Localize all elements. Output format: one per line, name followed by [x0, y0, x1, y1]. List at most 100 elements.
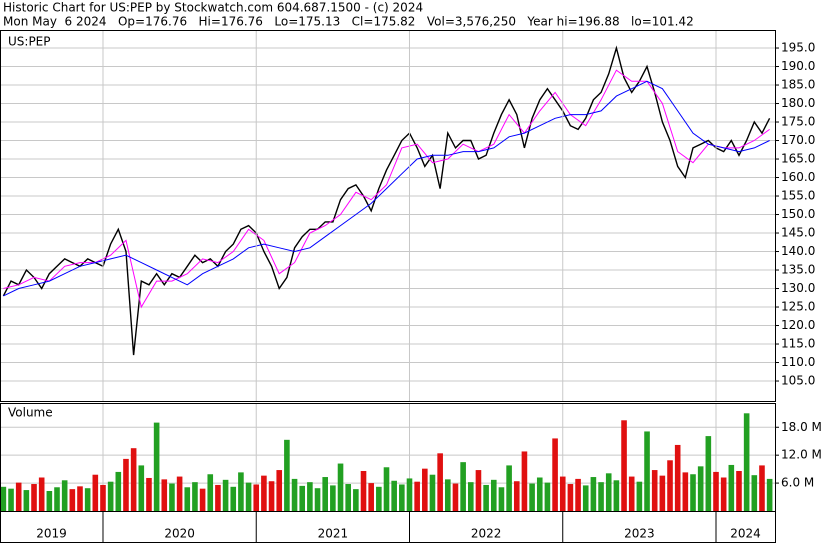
- volume-bar: [261, 475, 267, 511]
- y-tick-label: 135.0: [781, 263, 815, 277]
- volume-bar: [337, 463, 344, 511]
- price-line: [2, 45, 771, 356]
- volume-bar: [230, 486, 237, 511]
- volume-bar: [69, 489, 76, 511]
- volume-bar: [54, 487, 60, 511]
- volume-bar: [690, 474, 696, 511]
- volume-bar: [743, 413, 750, 511]
- volume-bar: [322, 477, 329, 511]
- volume-bar: [215, 484, 221, 511]
- volume-bar: [636, 481, 643, 511]
- volume-bar: [8, 488, 14, 511]
- volume-bar: [253, 484, 260, 511]
- volume-bar: [644, 431, 650, 511]
- price-frame: [0, 30, 776, 402]
- volume-bar: [422, 468, 428, 511]
- y-tick-label: 150.0: [781, 207, 815, 221]
- y-tick-label: 120.0: [781, 318, 815, 332]
- y-tick-label: 190.0: [781, 59, 815, 73]
- volume-bar: [613, 480, 620, 511]
- volume-bar: [460, 462, 466, 511]
- volume-bar: [736, 470, 742, 511]
- volume-bar: [314, 488, 321, 511]
- volume-bar: [345, 484, 351, 511]
- volume-bar: [291, 478, 298, 511]
- price-line: [3, 69, 770, 309]
- volume-bar: [15, 482, 22, 511]
- volume-bar: [307, 482, 313, 511]
- volume-bar: [123, 458, 129, 511]
- volume-bar: [376, 486, 382, 511]
- volume-bar: [268, 481, 275, 511]
- y-tick-label: 165.0: [781, 152, 815, 166]
- y-tick-label: 160.0: [781, 170, 815, 184]
- volume-bar: [383, 467, 390, 511]
- volume-bar: [621, 420, 627, 511]
- volume-bar: [506, 465, 512, 511]
- volume-bar: [766, 478, 773, 511]
- volume-bar: [705, 436, 712, 511]
- volume-bar: [667, 460, 673, 511]
- y-tick-label: 110.0: [781, 355, 815, 369]
- y-tick-label: 140.0: [781, 244, 815, 258]
- volume-bar: [399, 484, 405, 511]
- volume-bar: [176, 476, 183, 511]
- x-tick-label: 2019: [36, 527, 67, 541]
- panel-label: US:PEP: [8, 35, 51, 49]
- volume-bar: [299, 485, 306, 511]
- plots: 105.0 110.0 115.0 120.0 125.0 130.0 135.0 140.0…: [0, 31, 822, 543]
- volume-bar: [590, 477, 597, 511]
- chart-subtitle: Mon May 6 2024 Op=176.76 Hi=176.76 Lo=17…: [3, 15, 694, 29]
- y-tick-label: 130.0: [781, 281, 815, 295]
- volume-bar: [0, 486, 7, 511]
- volume-bar: [353, 489, 359, 511]
- volume-bar: [199, 488, 206, 511]
- volume-bar: [38, 477, 45, 511]
- volume-bar: [61, 480, 68, 511]
- y-tick-label: 155.0: [781, 189, 815, 203]
- volume-bar: [498, 487, 505, 511]
- x-tick-label: 2024: [730, 527, 761, 541]
- volume-bar: [153, 422, 160, 511]
- volume-bar: [115, 471, 122, 511]
- volume-bar: [445, 479, 451, 511]
- volume-bar: [490, 479, 497, 511]
- volume-bar: [659, 475, 666, 511]
- x-tick-label: 2022: [471, 527, 502, 541]
- volume-bar: [759, 465, 765, 511]
- y-tick-label: 105.0: [781, 374, 815, 388]
- volume-bar: [368, 483, 374, 511]
- volume-bar: [169, 483, 175, 511]
- volume-bar: [238, 472, 244, 511]
- y-tick-label: 145.0: [781, 226, 815, 240]
- volume-bar: [452, 483, 459, 511]
- volume-bar: [184, 487, 191, 511]
- price-line: [3, 80, 770, 297]
- y-tick-label: 125.0: [781, 300, 815, 314]
- volume-bar: [222, 479, 229, 511]
- volume-bar: [437, 453, 443, 511]
- volume-bar: [391, 480, 397, 511]
- volume-bar: [31, 484, 37, 511]
- y-tick-label: 18.0 M: [781, 420, 822, 434]
- y-tick-label: 115.0: [781, 337, 815, 351]
- volume-bar: [513, 481, 520, 511]
- volume-bar: [475, 470, 482, 511]
- volume-bar: [192, 482, 198, 511]
- volume-bar: [77, 486, 83, 511]
- volume-bar: [751, 475, 758, 511]
- volume-bar: [674, 444, 681, 511]
- volume-bar: [360, 470, 367, 511]
- volume-bar: [429, 474, 436, 511]
- volume-bar: [414, 481, 420, 511]
- volume-bar: [100, 484, 106, 511]
- y-tick-label: 185.0: [781, 78, 815, 92]
- volume-bar: [697, 466, 704, 511]
- volume-bar: [330, 485, 336, 511]
- y-tick-label: 12.0 M: [781, 448, 822, 462]
- chart-title: Historic Chart for US:PEP by Stockwatch.…: [3, 1, 423, 15]
- volume-bar: [161, 479, 168, 511]
- volume-bar: [23, 490, 30, 511]
